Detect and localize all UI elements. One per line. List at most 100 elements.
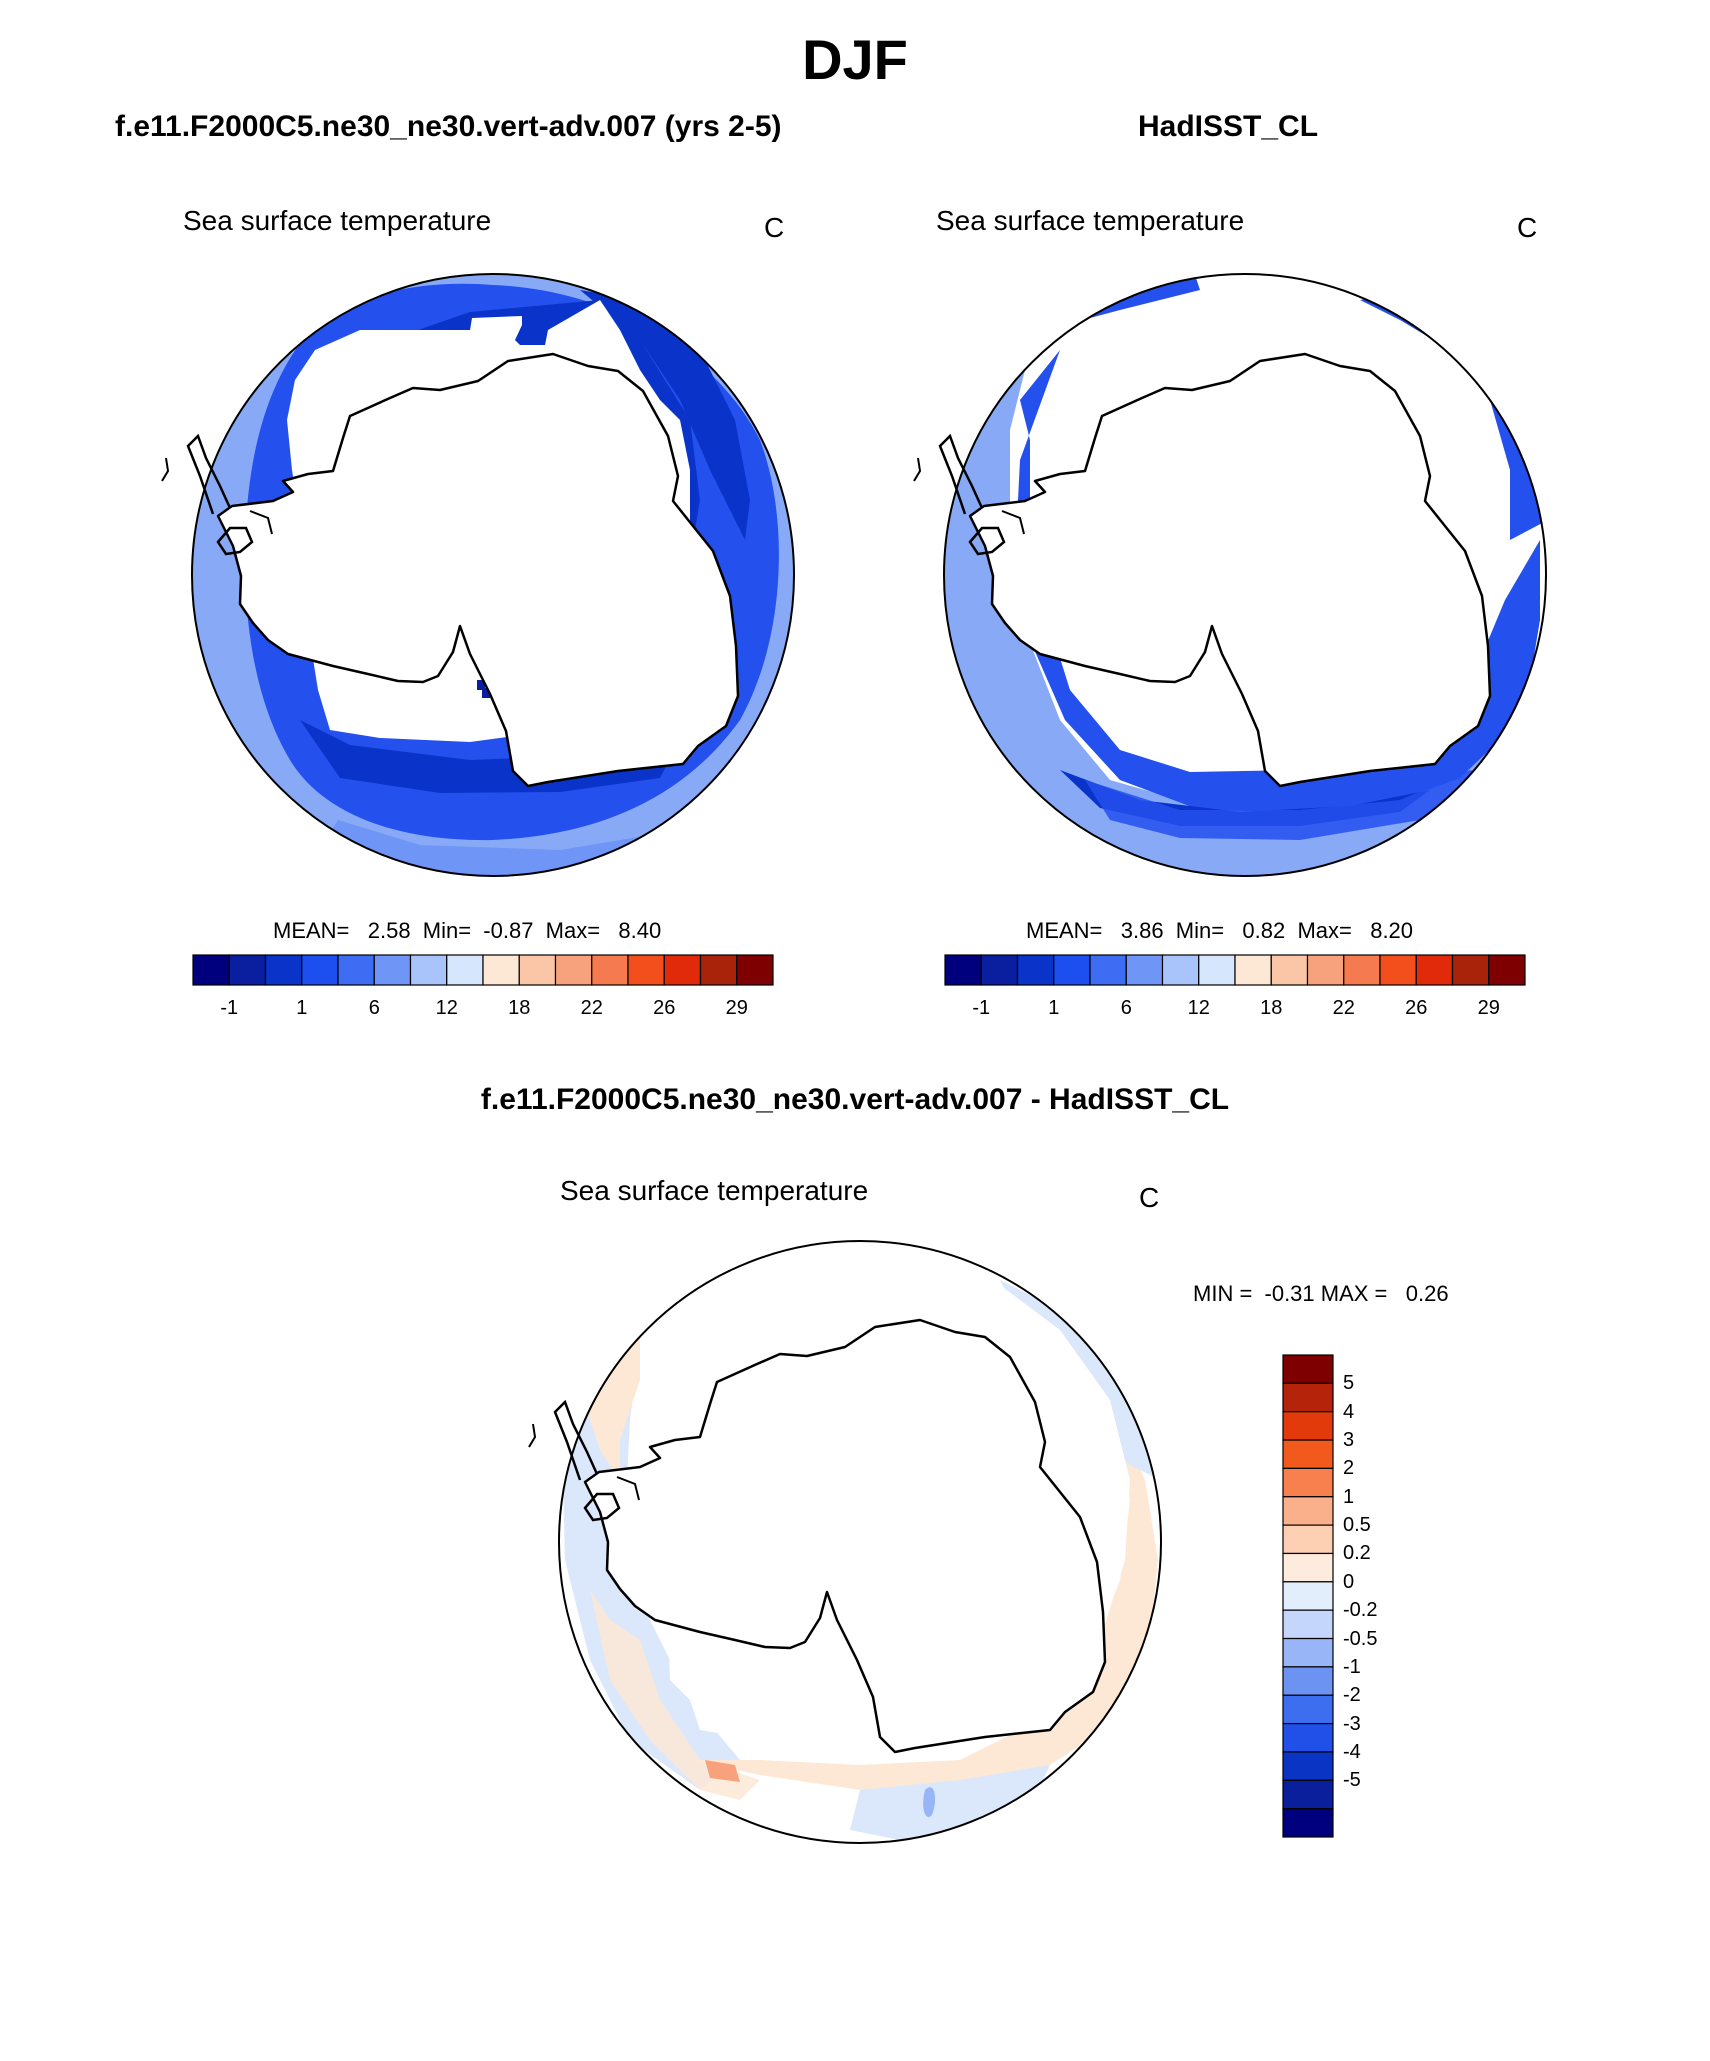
colorbar-difference-tick-label: -0.5 bbox=[1343, 1627, 1378, 1650]
left-panel-units-label: C bbox=[764, 212, 785, 243]
colorbar-difference-swatch bbox=[1282, 1496, 1334, 1526]
colorbar-model bbox=[192, 954, 774, 986]
colorbar-difference-swatch bbox=[1282, 1467, 1334, 1498]
colorbar-model-swatch bbox=[446, 954, 484, 986]
colorbar-observed-swatch bbox=[1451, 954, 1490, 986]
colorbar-difference-swatch bbox=[1282, 1524, 1334, 1555]
colorbar-observed bbox=[944, 954, 1526, 986]
colorbar-difference-swatch bbox=[1282, 1722, 1334, 1753]
colorbar-model-swatch bbox=[192, 954, 230, 986]
figure-title: DJF bbox=[802, 28, 908, 91]
colorbar-model-swatch bbox=[337, 954, 375, 986]
colorbar-model-tick-label: 29 bbox=[725, 997, 748, 1019]
colorbar-difference-swatch bbox=[1282, 1382, 1334, 1413]
colorbar-observed-swatch bbox=[1161, 954, 1200, 986]
colorbar-model-swatch bbox=[482, 954, 520, 986]
colorbar-difference-tick-label: -4 bbox=[1343, 1740, 1361, 1763]
colorbar-difference-swatch bbox=[1282, 1637, 1334, 1668]
colorbar-difference-swatch bbox=[1282, 1779, 1334, 1810]
left-panel-case-title: f.e11.F2000C5.ne30_ne30.vert-adv.007 (yr… bbox=[115, 110, 782, 143]
right-panel-case-title: HadISST_CL bbox=[1138, 110, 1319, 143]
right-panel-stats: MEAN= 3.86 Min= 0.82 Max= 8.20 bbox=[1026, 918, 1414, 943]
left-panel-stats: MEAN= 2.58 Min= -0.87 Max= 8.40 bbox=[273, 918, 662, 943]
colorbar-difference-swatch bbox=[1282, 1552, 1334, 1583]
colorbar-observed-swatch bbox=[1234, 954, 1272, 986]
colorbar-observed-tick-label: -1 bbox=[972, 997, 991, 1019]
colorbar-difference-swatch bbox=[1282, 1694, 1334, 1725]
colorbar-observed-tick-label: 18 bbox=[1260, 997, 1283, 1019]
colorbar-difference-tick-label: 0.5 bbox=[1343, 1514, 1371, 1537]
colorbar-observed-tick-label: 29 bbox=[1477, 997, 1500, 1019]
colorbar-difference-swatch bbox=[1282, 1666, 1334, 1696]
colorbar-model-tick-label: 22 bbox=[580, 997, 603, 1019]
colorbar-model-swatch bbox=[627, 954, 665, 986]
colorbar-difference-tick-label: 0.2 bbox=[1343, 1542, 1371, 1565]
colorbar-difference bbox=[1282, 1354, 1334, 1838]
colorbar-model-swatch bbox=[663, 954, 702, 986]
colorbar-observed-swatch bbox=[1270, 954, 1309, 986]
colorbar-observed-tick-label: 12 bbox=[1187, 997, 1210, 1019]
diff-panel-case-title: f.e11.F2000C5.ne30_ne30.vert-adv.007 - H… bbox=[480, 1083, 1230, 1116]
colorbar-difference-tick-label: -5 bbox=[1343, 1769, 1361, 1792]
difference-map bbox=[527, 1240, 1162, 1844]
colorbar-observed-tick-label: 26 bbox=[1405, 997, 1428, 1019]
right-panel-units-label: C bbox=[1517, 212, 1538, 243]
colorbar-observed-swatch bbox=[1053, 954, 1091, 986]
colorbar-model-swatch bbox=[301, 954, 339, 986]
colorbar-observed-swatch bbox=[1343, 954, 1381, 986]
colorbar-difference-swatch bbox=[1282, 1439, 1334, 1470]
colorbar-difference-swatch bbox=[1282, 1609, 1334, 1640]
colorbar-difference-swatch bbox=[1282, 1354, 1334, 1384]
colorbar-observed-swatch bbox=[1379, 954, 1417, 986]
colorbar-difference-tick-label: 3 bbox=[1343, 1429, 1355, 1452]
colorbar-observed-tick-label: 6 bbox=[1120, 997, 1132, 1019]
colorbar-model-swatch bbox=[264, 954, 303, 986]
colorbar-model-swatch bbox=[591, 954, 629, 986]
colorbar-model-swatch bbox=[699, 954, 738, 986]
colorbar-observed-swatch bbox=[1306, 954, 1345, 986]
colorbar-model-tick-label: 1 bbox=[296, 997, 308, 1019]
colorbar-model-swatch bbox=[736, 954, 774, 986]
colorbar-observed-tick-label: 1 bbox=[1048, 997, 1060, 1019]
colorbar-difference-swatch bbox=[1282, 1411, 1334, 1441]
model-sst-map bbox=[160, 273, 795, 877]
colorbar-model-tick-label: -1 bbox=[220, 997, 239, 1019]
left-panel-variable-label: Sea surface temperature bbox=[183, 205, 492, 236]
diff-panel-units-label: C bbox=[1139, 1182, 1160, 1213]
colorbar-model-swatch bbox=[228, 954, 267, 986]
colorbar-observed-swatch bbox=[1016, 954, 1055, 986]
colorbar-difference-tick-label: 5 bbox=[1343, 1372, 1355, 1395]
colorbar-observed-swatch bbox=[1198, 954, 1236, 986]
colorbar-difference-tick-label: -2 bbox=[1343, 1684, 1361, 1707]
colorbar-difference-swatch bbox=[1282, 1808, 1334, 1838]
colorbar-model-tick-label: 6 bbox=[368, 997, 380, 1019]
colorbar-model-swatch bbox=[554, 954, 593, 986]
colorbar-observed-swatch bbox=[944, 954, 982, 986]
colorbar-observed-swatch bbox=[980, 954, 1019, 986]
colorbar-observed-swatch bbox=[1125, 954, 1164, 986]
right-panel-variable-label: Sea surface temperature bbox=[936, 205, 1245, 236]
colorbar-model-swatch bbox=[373, 954, 412, 986]
colorbar-model-tick-label: 18 bbox=[508, 997, 531, 1019]
colorbar-model-swatch bbox=[409, 954, 448, 986]
colorbar-observed-swatch bbox=[1415, 954, 1454, 986]
diff-panel-stats: MIN = -0.31 MAX = 0.26 bbox=[1193, 1281, 1449, 1306]
colorbar-difference-tick-label: -3 bbox=[1343, 1712, 1361, 1735]
colorbar-difference-tick-label: 0 bbox=[1343, 1570, 1355, 1593]
colorbar-difference-tick-label: 4 bbox=[1343, 1400, 1355, 1423]
colorbar-difference-tick-label: -1 bbox=[1343, 1655, 1361, 1678]
colorbar-difference-swatch bbox=[1282, 1581, 1334, 1611]
colorbar-difference-tick-label: -0.2 bbox=[1343, 1599, 1378, 1622]
diff-panel-variable-label: Sea surface temperature bbox=[560, 1175, 869, 1206]
colorbar-model-tick-label: 12 bbox=[435, 997, 458, 1019]
colorbar-model-tick-label: 26 bbox=[653, 997, 676, 1019]
colorbar-observed-swatch bbox=[1089, 954, 1127, 986]
colorbar-observed-swatch bbox=[1488, 954, 1526, 986]
colorbar-model-swatch bbox=[518, 954, 557, 986]
observed-sst-map bbox=[912, 273, 1547, 877]
colorbar-difference-tick-label: 2 bbox=[1343, 1457, 1355, 1480]
colorbar-observed-tick-label: 22 bbox=[1332, 997, 1355, 1019]
colorbar-difference-tick-label: 1 bbox=[1343, 1485, 1355, 1508]
colorbar-difference-swatch bbox=[1282, 1751, 1334, 1781]
